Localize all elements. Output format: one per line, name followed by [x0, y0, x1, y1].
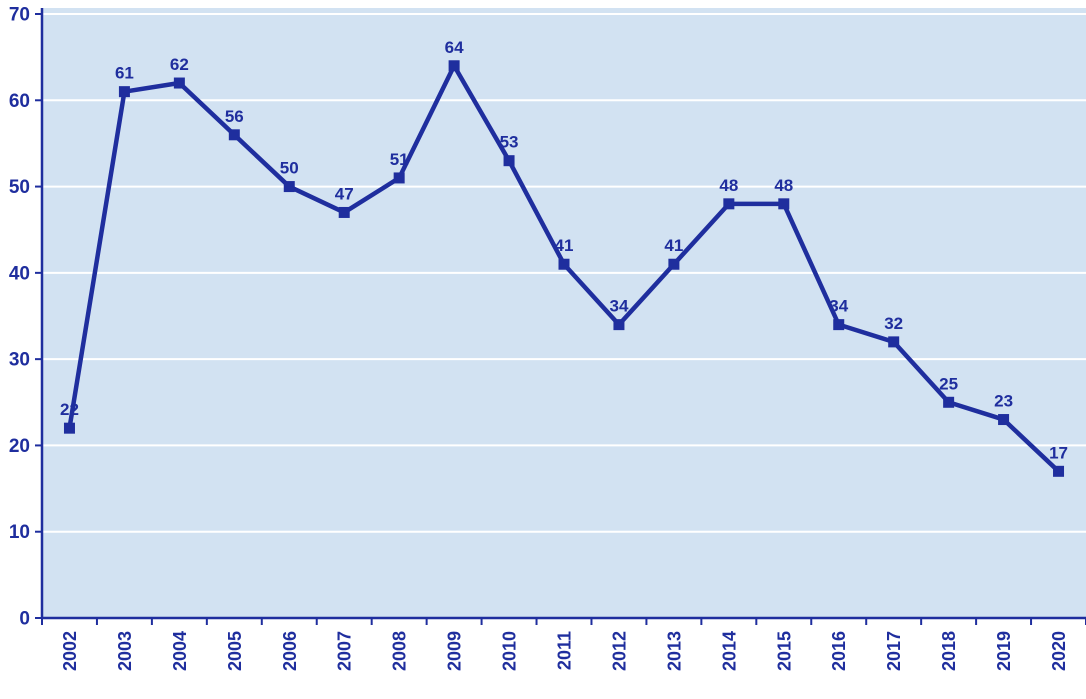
- y-axis-label: 0: [19, 609, 30, 630]
- data-label: 25: [939, 374, 958, 393]
- data-label: 41: [555, 236, 574, 255]
- data-label: 34: [609, 297, 628, 316]
- data-point-marker: [173, 77, 185, 89]
- y-axis-label: 20: [9, 436, 30, 457]
- x-axis-label: 2011: [555, 631, 575, 670]
- data-point-marker: [393, 172, 405, 184]
- data-point-marker: [558, 258, 570, 270]
- x-axis-label: 2020: [1049, 631, 1069, 671]
- y-axis-label: 30: [9, 350, 30, 371]
- data-point-marker: [613, 319, 625, 331]
- x-axis-label: 2010: [500, 631, 520, 671]
- x-axis-label: 2006: [280, 631, 300, 671]
- data-point-marker: [63, 422, 75, 434]
- x-axis-label: 2008: [390, 631, 410, 671]
- data-point-marker: [998, 414, 1010, 426]
- data-label: 32: [884, 314, 903, 333]
- x-axis-label: 2019: [994, 631, 1014, 671]
- x-axis-label: 2015: [774, 631, 794, 671]
- x-axis-label: 2012: [609, 631, 629, 671]
- data-point-marker: [668, 258, 680, 270]
- x-axis-label: 2017: [884, 631, 904, 671]
- data-point-marker: [283, 181, 295, 193]
- data-label: 50: [280, 159, 299, 178]
- x-axis-label: 2007: [335, 631, 355, 671]
- data-label: 23: [994, 392, 1013, 411]
- data-label: 62: [170, 55, 189, 74]
- data-point-marker: [1053, 465, 1065, 477]
- data-label: 41: [664, 236, 683, 255]
- data-point-marker: [888, 336, 900, 348]
- data-label: 48: [719, 176, 738, 195]
- x-axis-label: 2002: [60, 631, 80, 671]
- x-axis-label: 2009: [445, 631, 465, 671]
- x-axis-label: 2004: [170, 631, 190, 671]
- data-point-marker: [833, 319, 845, 331]
- data-point-marker: [943, 396, 955, 408]
- x-axis-label: 2018: [939, 631, 959, 671]
- data-label: 17: [1049, 443, 1068, 462]
- data-point-marker: [118, 86, 130, 98]
- data-label: 47: [335, 184, 354, 203]
- data-point-marker: [723, 198, 735, 210]
- y-axis-label: 50: [9, 177, 30, 198]
- y-axis-label: 60: [9, 91, 30, 112]
- x-axis-label: 2003: [115, 631, 135, 671]
- data-label: 34: [829, 297, 848, 316]
- data-label: 22: [60, 400, 79, 419]
- x-axis-label: 2014: [719, 631, 739, 671]
- data-point-marker: [338, 206, 350, 218]
- data-point-marker: [228, 129, 240, 141]
- x-axis-label: 2016: [829, 631, 849, 671]
- data-label: 51: [390, 150, 409, 169]
- plot-area: [42, 8, 1086, 618]
- data-label: 64: [445, 38, 464, 57]
- data-point-marker: [778, 198, 790, 210]
- data-point-marker: [448, 60, 460, 72]
- data-label: 53: [500, 133, 519, 152]
- data-label: 56: [225, 107, 244, 126]
- data-point-marker: [503, 155, 515, 167]
- x-axis-label: 2013: [664, 631, 684, 671]
- data-label: 61: [115, 64, 134, 83]
- y-axis-label: 40: [9, 263, 30, 284]
- y-axis-label: 10: [9, 522, 30, 543]
- data-label: 48: [774, 176, 793, 195]
- x-axis-label: 2005: [225, 631, 245, 671]
- y-axis-label: 70: [9, 5, 30, 26]
